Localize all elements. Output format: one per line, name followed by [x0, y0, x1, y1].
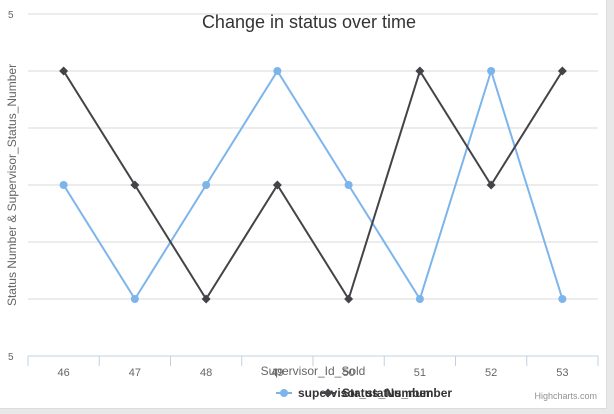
- x-axis-title: Supervisor_Id_Sold: [261, 364, 366, 378]
- credits-link[interactable]: Highcharts.com: [534, 391, 597, 401]
- x-tick-label: 52: [485, 367, 497, 379]
- data-point[interactable]: [344, 181, 353, 189]
- y-axis-tick-labels: 55: [8, 10, 14, 363]
- data-point[interactable]: [273, 67, 282, 75]
- x-tick-label: 50: [343, 367, 355, 379]
- series-line[interactable]: [62, 70, 564, 300]
- series-line[interactable]: [62, 70, 564, 300]
- x-tick-label: 48: [200, 367, 212, 379]
- data-point[interactable]: [202, 181, 211, 189]
- data-point[interactable]: [558, 295, 567, 303]
- x-tick-label: 53: [556, 367, 568, 379]
- x-axis: 46 47 48 49 50 51 52 53: [27, 356, 599, 379]
- series-group: [59, 66, 567, 304]
- gridlines: [28, 13, 598, 357]
- legend-marker: [280, 389, 288, 397]
- y-tick-label: 5: [8, 10, 14, 21]
- legend-label: supervisor_status_number: [298, 386, 452, 400]
- series-2: [59, 66, 567, 304]
- data-point[interactable]: [415, 66, 425, 76]
- data-point[interactable]: [201, 294, 211, 304]
- legend-label: Status_Number: [342, 386, 431, 400]
- y-axis-title: Status Number & Supervisor_Status_Number: [5, 64, 19, 306]
- y-tick-label: 5: [8, 352, 14, 363]
- series-1: [59, 67, 567, 303]
- legend-item[interactable]: supervisor_status_number: [276, 386, 452, 400]
- chart-title: Change in status over time: [202, 12, 416, 32]
- data-point[interactable]: [415, 295, 424, 303]
- x-tick-label: 47: [129, 367, 141, 379]
- legend-marker: [323, 388, 333, 398]
- data-point[interactable]: [130, 180, 140, 190]
- data-point[interactable]: [487, 67, 496, 75]
- data-point[interactable]: [486, 180, 496, 190]
- data-point[interactable]: [59, 181, 68, 189]
- x-tick-label: 46: [58, 367, 70, 379]
- x-tick-label: 51: [414, 367, 426, 379]
- data-point[interactable]: [344, 294, 354, 304]
- x-tick-label: 49: [271, 367, 283, 379]
- line-chart: Change in status over time 55 46 47 48 49 50…: [5, 10, 599, 401]
- data-point[interactable]: [557, 66, 567, 76]
- data-point[interactable]: [130, 295, 139, 303]
- legend-item[interactable]: Status_Number: [320, 386, 431, 400]
- data-point[interactable]: [272, 180, 282, 190]
- data-point[interactable]: [59, 66, 69, 76]
